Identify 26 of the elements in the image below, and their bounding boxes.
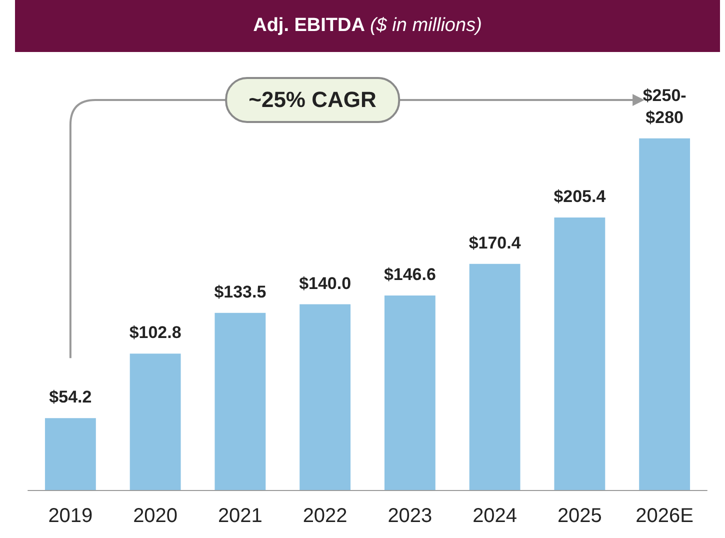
data-label: $140.0 — [299, 274, 352, 293]
bar — [214, 312, 266, 490]
text: ~25% CAGR — [224, 77, 400, 123]
bar — [554, 218, 606, 490]
chart-title: Adj. EBITDA ($ in millions) — [15, 0, 720, 52]
bar — [469, 264, 520, 490]
bar — [300, 304, 351, 490]
data-label: $133.5 — [214, 282, 266, 302]
data-label: $102.8 — [129, 323, 182, 342]
data-label: $205.4 — [554, 187, 606, 206]
x-tick-label: 2023 — [388, 505, 432, 527]
x-tick-label: 2022 — [302, 505, 348, 527]
x-tick-label: 2021 — [218, 505, 262, 527]
x-tick-label: 2026E — [636, 505, 694, 527]
data-label: $146.6 — [384, 265, 436, 284]
bar — [130, 354, 181, 490]
x-tick-label: 2025 — [557, 505, 602, 527]
data-label: $250- $280 — [642, 86, 686, 127]
data-label: $170.4 — [468, 233, 522, 252]
x-tick-label: 2024 — [472, 505, 518, 527]
data-label: $54.2 — [49, 388, 92, 407]
bar — [384, 296, 436, 490]
bar — [44, 418, 96, 490]
x-tick-label: 2019 — [48, 505, 93, 527]
bar — [639, 138, 690, 490]
x-tick-label: 2020 — [133, 505, 178, 527]
